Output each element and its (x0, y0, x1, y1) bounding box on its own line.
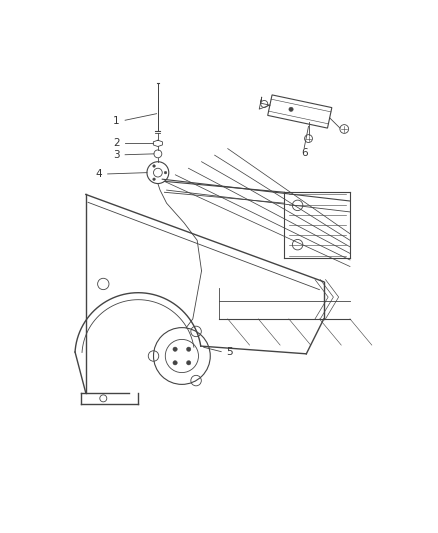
Circle shape (153, 165, 155, 167)
Circle shape (173, 361, 177, 365)
Text: 3: 3 (113, 150, 120, 160)
Circle shape (187, 361, 191, 365)
Circle shape (289, 107, 293, 111)
Circle shape (187, 347, 191, 351)
Circle shape (173, 347, 177, 351)
Text: 5: 5 (226, 346, 232, 357)
Text: 4: 4 (95, 169, 102, 179)
Text: 6: 6 (301, 148, 307, 158)
Text: 2: 2 (113, 139, 120, 148)
Circle shape (153, 178, 155, 181)
Circle shape (164, 171, 167, 174)
Text: 1: 1 (113, 116, 120, 126)
